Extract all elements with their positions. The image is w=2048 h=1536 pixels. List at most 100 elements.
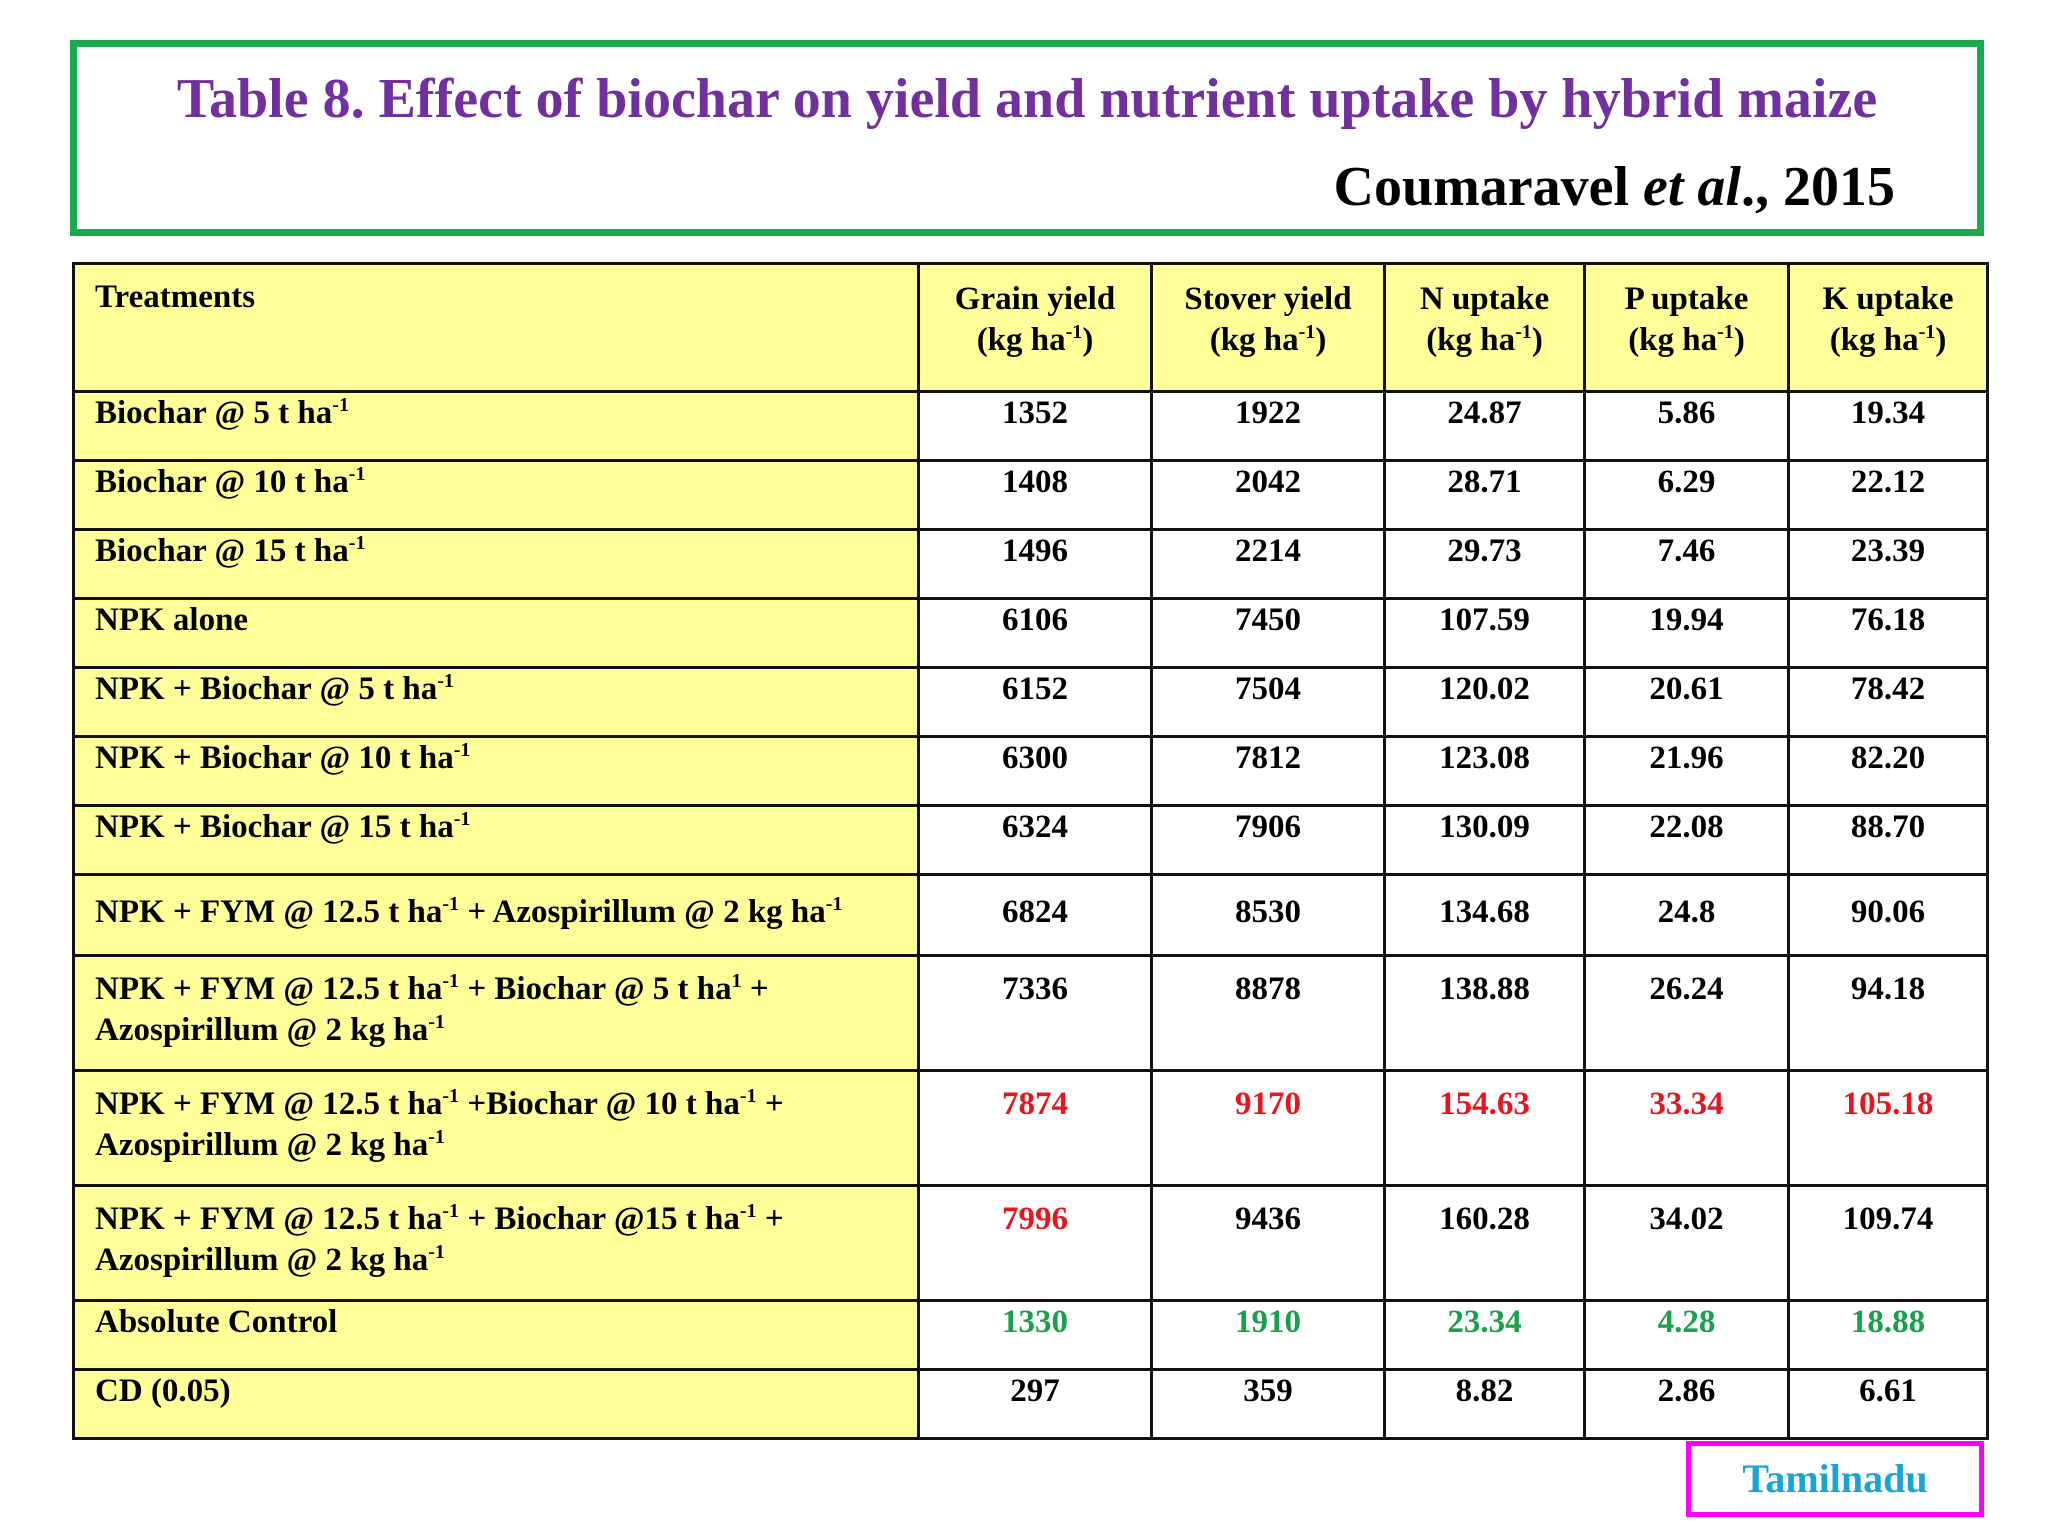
table-title: Table 8. Effect of biochar on yield and …	[176, 68, 1878, 130]
table-row: Absolute Control 1330 1910 23.34 4.28 18…	[72, 1299, 1989, 1371]
region-label: Tamilnadu	[1742, 1456, 1928, 1501]
p-uptake-cell: 26.24	[1583, 954, 1790, 1072]
p-uptake-cell: 19.94	[1583, 597, 1790, 669]
p-uptake-cell: 22.08	[1583, 804, 1790, 876]
stover-yield-cell: 7906	[1150, 804, 1386, 876]
grain-yield-cell: 297	[917, 1368, 1153, 1440]
stover-yield-cell: 7504	[1150, 666, 1386, 738]
treatment-cell: Biochar @ 15 t ha-1	[72, 528, 920, 600]
p-uptake-cell: 33.34	[1583, 1069, 1790, 1187]
n-uptake-cell: 24.87	[1383, 390, 1586, 462]
p-uptake-cell: 24.8	[1583, 873, 1790, 957]
stover-yield-cell: 7812	[1150, 735, 1386, 807]
n-uptake-cell: 160.28	[1383, 1184, 1586, 1302]
treatment-cell: Absolute Control	[72, 1299, 920, 1371]
treatment-cell: NPK + FYM @ 12.5 t ha-1 +Biochar @ 10 t …	[72, 1069, 920, 1187]
citation-year: ., 2015	[1741, 156, 1895, 218]
p-uptake-cell: 7.46	[1583, 528, 1790, 600]
k-uptake-cell: 82.20	[1787, 735, 1989, 807]
k-uptake-cell: 105.18	[1787, 1069, 1989, 1187]
stover-yield-cell: 1922	[1150, 390, 1386, 462]
grain-yield-cell: 6300	[917, 735, 1153, 807]
treatment-cell: NPK + FYM @ 12.5 t ha-1 + Biochar @15 t …	[72, 1184, 920, 1302]
k-uptake-cell: 18.88	[1787, 1299, 1989, 1371]
table-row: NPK + Biochar @ 10 t ha-1 6300 7812 123.…	[72, 735, 1989, 807]
p-uptake-cell: 21.96	[1583, 735, 1790, 807]
stover-yield-cell: 7450	[1150, 597, 1386, 669]
data-table: Treatments Grain yield (kg ha-1) Stover y…	[72, 262, 1989, 1440]
n-uptake-cell: 28.71	[1383, 459, 1586, 531]
grain-yield-cell: 1352	[917, 390, 1153, 462]
n-uptake-cell: 123.08	[1383, 735, 1586, 807]
treatment-cell: NPK + Biochar @ 10 t ha-1	[72, 735, 920, 807]
stover-yield-cell: 9436	[1150, 1184, 1386, 1302]
k-uptake-cell: 6.61	[1787, 1368, 1989, 1440]
grain-yield-cell: 1408	[917, 459, 1153, 531]
k-uptake-cell: 109.74	[1787, 1184, 1989, 1302]
k-uptake-cell: 19.34	[1787, 390, 1989, 462]
k-uptake-cell: 88.70	[1787, 804, 1989, 876]
treatment-cell: Biochar @ 10 t ha-1	[72, 459, 920, 531]
grain-yield-cell: 6152	[917, 666, 1153, 738]
citation-author: Coumaravel	[1333, 156, 1644, 218]
column-header-k-uptake: K uptake (kg ha-1)	[1787, 262, 1989, 393]
column-header-grain-yield: Grain yield (kg ha-1)	[917, 262, 1153, 393]
stover-yield-cell: 2042	[1150, 459, 1386, 531]
grain-yield-cell: 7874	[917, 1069, 1153, 1187]
table-row: Biochar @ 15 t ha-1 1496 2214 29.73 7.46…	[72, 528, 1989, 600]
table-row: NPK + Biochar @ 15 t ha-1 6324 7906 130.…	[72, 804, 1989, 876]
stover-yield-cell: 9170	[1150, 1069, 1386, 1187]
p-uptake-cell: 20.61	[1583, 666, 1790, 738]
table-row: NPK + Biochar @ 5 t ha-1 6152 7504 120.0…	[72, 666, 1989, 738]
stover-yield-cell: 8878	[1150, 954, 1386, 1072]
n-uptake-cell: 107.59	[1383, 597, 1586, 669]
stover-yield-cell: 1910	[1150, 1299, 1386, 1371]
column-header-p-uptake: P uptake (kg ha-1)	[1583, 262, 1790, 393]
table-row: CD (0.05) 297 359 8.82 2.86 6.61	[72, 1368, 1989, 1440]
treatment-cell: NPK alone	[72, 597, 920, 669]
stover-yield-cell: 2214	[1150, 528, 1386, 600]
stover-yield-cell: 8530	[1150, 873, 1386, 957]
column-header-stover-yield: Stover yield (kg ha-1)	[1150, 262, 1386, 393]
grain-yield-cell: 6324	[917, 804, 1153, 876]
n-uptake-cell: 138.88	[1383, 954, 1586, 1072]
p-uptake-cell: 2.86	[1583, 1368, 1790, 1440]
grain-yield-cell: 1496	[917, 528, 1153, 600]
k-uptake-cell: 78.42	[1787, 666, 1989, 738]
column-header-n-uptake: N uptake (kg ha-1)	[1383, 262, 1586, 393]
table-row: NPK + FYM @ 12.5 t ha-1 + Biochar @15 t …	[72, 1184, 1989, 1302]
grain-yield-cell: 6106	[917, 597, 1153, 669]
table-row: Biochar @ 10 t ha-1 1408 2042 28.71 6.29…	[72, 459, 1989, 531]
n-uptake-cell: 29.73	[1383, 528, 1586, 600]
p-uptake-cell: 4.28	[1583, 1299, 1790, 1371]
citation: Coumaravel et al., 2015	[1334, 159, 1896, 215]
p-uptake-cell: 34.02	[1583, 1184, 1790, 1302]
treatment-cell: NPK + FYM @ 12.5 t ha-1 + Azospirillum @…	[72, 873, 920, 957]
table-row: NPK + FYM @ 12.5 t ha-1 +Biochar @ 10 t …	[72, 1069, 1989, 1187]
p-uptake-cell: 6.29	[1583, 459, 1790, 531]
n-uptake-cell: 120.02	[1383, 666, 1586, 738]
stover-yield-cell: 359	[1150, 1368, 1386, 1440]
n-uptake-cell: 130.09	[1383, 804, 1586, 876]
p-uptake-cell: 5.86	[1583, 390, 1790, 462]
title-box: Table 8. Effect of biochar on yield and …	[70, 40, 1984, 236]
header-row: Treatments Grain yield (kg ha-1) Stover y…	[72, 262, 1989, 393]
treatment-cell: NPK + FYM @ 12.5 t ha-1 + Biochar @ 5 t …	[72, 954, 920, 1072]
n-uptake-cell: 8.82	[1383, 1368, 1586, 1440]
grain-yield-cell: 6824	[917, 873, 1153, 957]
grain-yield-cell: 1330	[917, 1299, 1153, 1371]
k-uptake-cell: 23.39	[1787, 528, 1989, 600]
k-uptake-cell: 90.06	[1787, 873, 1989, 957]
treatment-cell: NPK + Biochar @ 5 t ha-1	[72, 666, 920, 738]
treatment-cell: CD (0.05)	[72, 1368, 920, 1440]
treatment-cell: Biochar @ 5 t ha-1	[72, 390, 920, 462]
table-row: NPK + FYM @ 12.5 t ha-1 + Biochar @ 5 t …	[72, 954, 1989, 1072]
k-uptake-cell: 94.18	[1787, 954, 1989, 1072]
n-uptake-cell: 23.34	[1383, 1299, 1586, 1371]
column-header-treatments: Treatments	[72, 262, 920, 393]
grain-yield-cell: 7336	[917, 954, 1153, 1072]
grain-yield-cell: 7996	[917, 1184, 1153, 1302]
n-uptake-cell: 134.68	[1383, 873, 1586, 957]
table-row: Biochar @ 5 t ha-1 1352 1922 24.87 5.86 …	[72, 390, 1989, 462]
treatment-cell: NPK + Biochar @ 15 t ha-1	[72, 804, 920, 876]
